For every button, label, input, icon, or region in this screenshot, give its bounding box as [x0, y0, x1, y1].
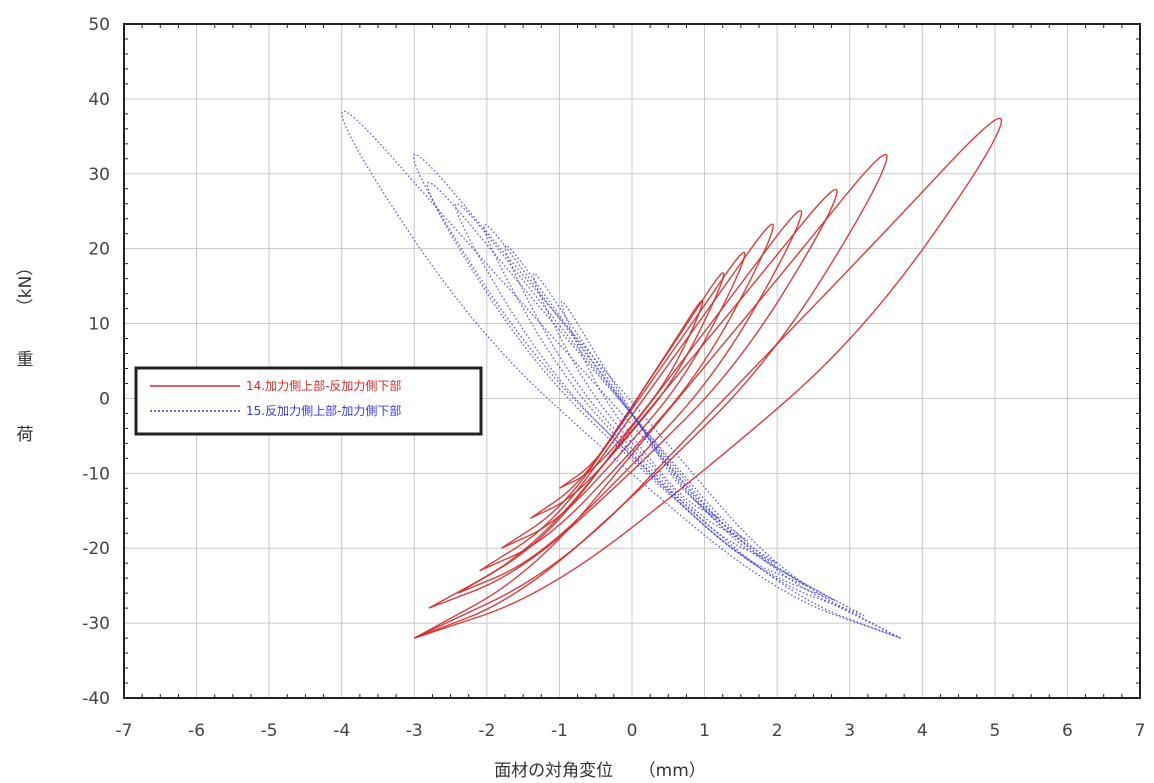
y-tick-label: 40 [88, 90, 110, 110]
series-1-loop-3 [501, 251, 746, 549]
y-tick-label: 20 [88, 240, 110, 260]
x-tick-label: 4 [917, 721, 928, 741]
y-tick-label: 10 [88, 315, 110, 335]
y-axis-title-char-1: 重 [17, 350, 34, 370]
x-tick-label: -5 [261, 721, 278, 741]
series-2-loop-7 [412, 153, 901, 639]
plot-frame [123, 23, 1141, 699]
x-tick-label: 5 [989, 721, 1000, 741]
series-2-loop-3 [504, 245, 778, 564]
legend-box [134, 366, 483, 436]
series-1-loop-8 [414, 117, 1003, 639]
y-tick-label: 30 [88, 165, 110, 185]
series-layer [341, 110, 1003, 639]
x-tick-label: -2 [478, 721, 495, 741]
y-axis-title-char-2: 荷 [17, 425, 34, 445]
x-axis-title: 面材の対角変位 （mm） [494, 761, 706, 781]
legend-label-series-15: 15.反加力側上部-加力側下部 [246, 403, 401, 418]
x-tick-label: 2 [772, 721, 783, 741]
y-tick-label: 50 [88, 15, 110, 35]
y-axis-title: 重 荷 （kN） [16, 259, 36, 445]
x-tick-label: 7 [1135, 721, 1146, 741]
series-2 [341, 110, 901, 639]
y-tick-label: 0 [99, 389, 110, 409]
series-2-loop-4 [483, 224, 807, 587]
y-tick-label: -20 [82, 539, 110, 559]
series-2-loop-2 [532, 273, 749, 542]
x-tick-label: -3 [406, 721, 423, 741]
legend-label-series-14: 14.加力側上部-反加力側下部 [246, 378, 401, 393]
x-tick-label: -6 [188, 721, 205, 741]
legend: 14.加力側上部-反加力側下部 15.反加力側上部-加力側下部 [134, 366, 483, 436]
series-2-loop-1 [560, 301, 720, 519]
series-1 [413, 117, 1003, 639]
x-tick-label: 6 [1062, 721, 1073, 741]
x-tick-label: -1 [551, 721, 568, 741]
y-axis-title-unit: （kN） [16, 259, 36, 316]
y-tick-label: -40 [82, 689, 110, 709]
x-tick-label: -7 [116, 721, 133, 741]
series-1-loop-5 [457, 210, 803, 594]
x-tick-label: 1 [699, 721, 710, 741]
y-tick-label: -30 [82, 614, 110, 634]
series-1-loop-4 [479, 223, 774, 572]
x-tick-label: 0 [627, 721, 638, 741]
series-1-loop-6 [428, 189, 838, 609]
tick-labels: -7 -6 -5 -4 -3 -2 -1 0 1 2 3 4 5 6 7-40-30-20-10010203… [82, 15, 1145, 741]
x-tick-label: 3 [844, 721, 855, 741]
y-tick-label: -10 [82, 464, 110, 484]
x-tick-label: -4 [333, 721, 350, 741]
series-1-loop-7 [413, 153, 888, 639]
series-2-loop-8 [341, 110, 901, 639]
